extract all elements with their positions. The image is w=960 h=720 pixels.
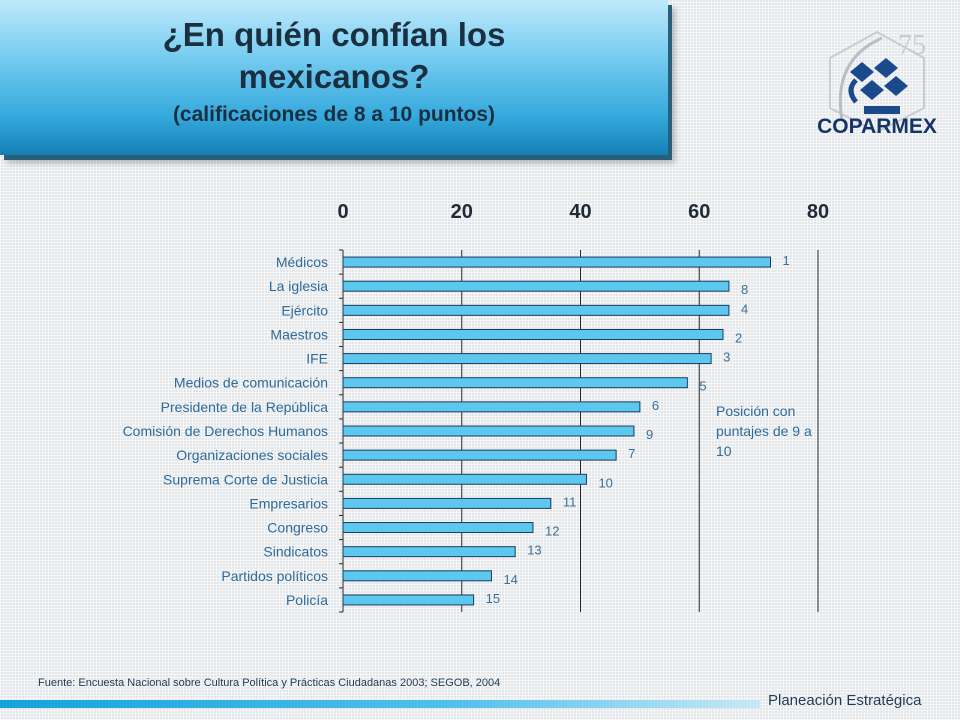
bar-data-label: 3 (723, 350, 730, 365)
y-category-label: La iglesia (269, 278, 328, 294)
bar-data-label: 12 (545, 524, 559, 539)
bar (342, 522, 534, 534)
source-text: Fuente: Encuesta Nacional sobre Cultura … (38, 677, 501, 689)
bar (342, 304, 730, 316)
y-category-label: Congreso (267, 520, 328, 536)
bar-chart: 0 20 40 60 80 Médicos 1 La iglesia 8 Ejército 4 Mae… (123, 201, 829, 613)
bar-data-label: 15 (486, 591, 500, 606)
page-subtitle: (calificaciones de 8 a 10 puntos) (172, 103, 496, 126)
bar-data-label: 7 (628, 446, 635, 461)
bar-data-label: 4 (741, 301, 748, 316)
bar (342, 594, 475, 606)
y-category-label: Suprema Corte de Justicia (163, 471, 328, 487)
bar (342, 497, 552, 509)
title-line-2: mexicanos? (238, 58, 430, 95)
bar (342, 280, 730, 292)
y-category-label: Sindicatos (263, 544, 328, 560)
bar (342, 256, 771, 268)
page-title: ¿En quién confían los mexicanos? (0, 14, 668, 98)
bar-data-label: 1 (783, 253, 790, 268)
footer-text: Planeación Estratégica (768, 692, 922, 709)
bar-data-label: 10 (598, 475, 612, 490)
x-tick-label: 40 (569, 201, 591, 223)
bar (342, 328, 724, 340)
title-panel: ¿En quién confían los mexicanos? (califi… (0, 0, 668, 155)
x-tick-label: 20 (451, 201, 473, 223)
y-category-label: Medios de comunicación (174, 375, 328, 391)
bar (342, 377, 688, 389)
coparmex-logo-icon: 75 (829, 30, 926, 134)
y-category-label: Partidos políticos (221, 568, 328, 584)
bar-data-label: 6 (652, 398, 659, 413)
y-category-label: Comisión de Derechos Humanos (123, 423, 328, 439)
y-category-label: Policía (286, 592, 328, 608)
logo-75-mark: 75 (898, 30, 926, 61)
y-category-label: IFE (306, 351, 328, 367)
y-category-label: Empresarios (249, 495, 328, 511)
x-tick-label: 60 (688, 201, 710, 223)
bar-data-label: 11 (563, 494, 577, 509)
bar (342, 425, 635, 437)
logo-text: COPARMEX (817, 115, 937, 138)
bar (342, 353, 712, 365)
bar-data-label: 5 (699, 379, 706, 394)
bar (342, 546, 516, 558)
bar (342, 449, 617, 461)
x-tick-label: 0 (337, 201, 348, 223)
title-line-1: ¿En quién confían los (162, 16, 506, 53)
bar-data-label: 9 (646, 427, 653, 442)
bar (342, 473, 587, 485)
chart-note: Posición con puntajes de 9 a 10 (716, 403, 812, 459)
y-category-label: Maestros (270, 326, 328, 342)
bar-data-label: 2 (735, 330, 742, 345)
bar (342, 401, 641, 413)
x-tick-label: 80 (807, 201, 829, 223)
bar-data-label: 8 (741, 282, 748, 297)
bar (342, 570, 492, 582)
y-category-label: Presidente de la República (161, 399, 329, 415)
y-category-label: Médicos (276, 254, 328, 270)
y-category-label: Ejército (281, 302, 328, 318)
bar-data-label: 14 (503, 572, 517, 587)
y-category-label: Organizaciones sociales (176, 447, 328, 463)
bar-data-label: 13 (527, 543, 541, 558)
footer-divider (0, 700, 760, 708)
